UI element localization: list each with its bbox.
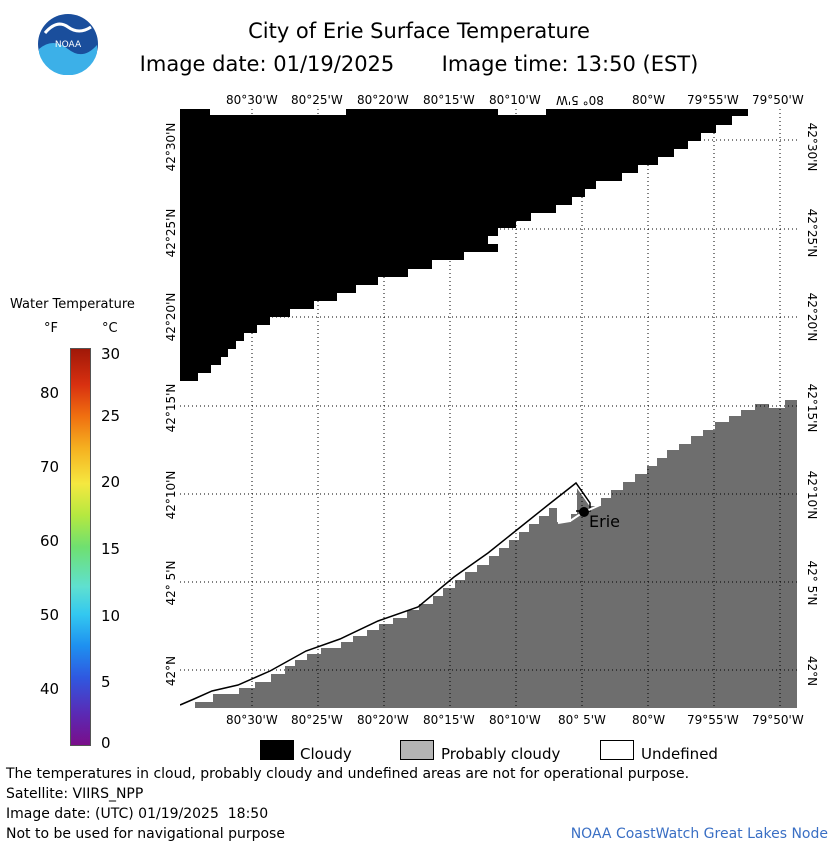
colorbar-tick-f: 80 [40,384,60,402]
lon-tick-top: 80°30'W [226,93,278,107]
title-text: City of Erie Surface Temperature [248,19,590,43]
surface-temperature-map: Erie [180,109,798,709]
lat-tick-right: 42°30'N [805,122,819,172]
noaa-logo: NOAA [38,14,98,75]
lon-tick-top: 80°10'W [489,93,541,107]
legend-label-probably-cloudy: Probably cloudy [441,745,561,763]
lon-tick-top: 80°25'W [291,93,343,107]
colorbar-tick-c: 5 [101,673,111,691]
legend-label-cloudy: Cloudy [300,745,352,763]
time-label: Image time: [441,52,569,76]
footer-utc-date: Image date: (UTC) 01/19/2025 18:50 [6,806,269,822]
footer-satellite: Satellite: VIIRS_NPP [6,786,144,802]
lon-tick-top: 80°20'W [357,93,409,107]
lat-tick-left: 42°25'N [164,208,178,258]
legend-swatch-probably-cloudy [400,740,434,760]
coastline [180,481,591,706]
lat-tick-left: 42°15'N [164,383,178,433]
colorbar-unit-c: °C [102,321,118,336]
lat-tick-left: 42°30'N [164,122,178,172]
noaa-logo-text: NOAA [55,40,82,50]
colorbar-tick-c: 20 [101,473,121,491]
lon-tick-top: 80°15'W [423,93,475,107]
colorbar-tick-c: 15 [101,540,121,558]
footer-credit: NOAA CoastWatch Great Lakes Node [570,826,828,842]
presque-isle [557,504,601,524]
undefined-gap [210,109,346,115]
lat-tick-left: 42° 5'N [164,560,178,606]
lat-tick-left: 42°N [164,655,178,687]
legend-label-undefined: Undefined [641,745,718,763]
lon-tick-bottom: 80°W [632,713,666,727]
page-title: City of Erie Surface Temperature [0,19,838,43]
undefined-gap [498,109,546,115]
colorbar-tick-c: 0 [101,734,111,752]
erie-city-label: Erie [589,512,620,531]
lon-tick-top: 79°55'W [687,93,739,107]
colorbar-tick-c: 25 [101,407,121,425]
lat-tick-right: 42°N [805,655,819,687]
graticule [180,109,798,709]
lon-tick-bottom: 80° 5'W [558,713,606,727]
footer-nav-note: Not to be used for navigational purpose [6,826,285,842]
colorbar-tick-f: 50 [40,606,60,624]
colorbar-tick-f: 40 [40,680,60,698]
legend-swatch-cloudy [260,740,294,760]
time-value: 13:50 (EST) [575,52,699,76]
lat-tick-left: 42°10'N [164,470,178,520]
colorbar-tick-c: 30 [101,345,121,363]
lon-tick-top: 79°50'W [752,93,804,107]
probably-cloudy-area [180,398,798,709]
lon-tick-bottom: 80°15'W [423,713,475,727]
erie-city-marker [579,507,589,517]
lat-tick-right: 42°20'N [805,292,819,342]
cloud-area [180,109,748,381]
colorbar-tick-c: 10 [101,607,121,625]
image-datetime: Image date: 01/19/2025 Image time: 13:50… [0,52,838,76]
lon-tick-bottom: 80°30'W [226,713,278,727]
footer-note: The temperatures in cloud, probably clou… [6,766,690,782]
lat-tick-right: 42°25'N [805,208,819,258]
colorbar-tick-f: 60 [40,532,60,550]
lon-tick-top: 80° 5'W [556,93,604,107]
date-value: 01/19/2025 [273,52,395,76]
date-label: Image date: [139,52,267,76]
legend-swatch-undefined [600,740,634,760]
lon-tick-bottom: 79°50'W [752,713,804,727]
lat-tick-left: 42°20'N [164,292,178,342]
lon-tick-bottom: 80°25'W [291,713,343,727]
lat-tick-right: 42°10'N [805,470,819,520]
lat-tick-right: 42° 5'N [805,560,819,606]
colorbar-title: Water Temperature [10,297,135,312]
lat-tick-right: 42°15'N [805,383,819,433]
colorbar-unit-f: °F [44,321,58,336]
colorbar-tick-f: 70 [40,458,60,476]
colorbar-gradient [70,348,91,746]
lon-tick-bottom: 80°10'W [489,713,541,727]
lon-tick-bottom: 80°20'W [357,713,409,727]
lon-tick-bottom: 79°55'W [687,713,739,727]
lon-tick-top: 80°W [632,93,666,107]
